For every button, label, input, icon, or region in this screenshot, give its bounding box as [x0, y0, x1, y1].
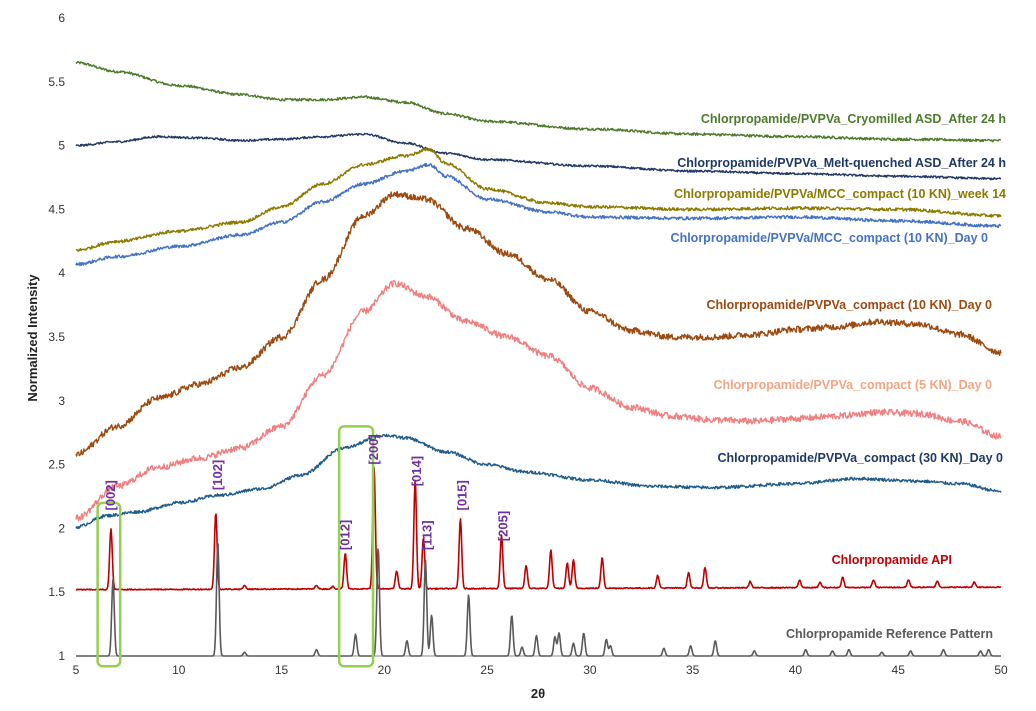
- series-line: [75, 279, 1002, 522]
- series-label: Chlorpropamide/PVPVa/MCC_compact (10 KN)…: [674, 187, 1006, 201]
- peak-label: [113]: [420, 520, 435, 550]
- series-label: Chlorpropamide/PVPVa_compact (10 KN)_Day…: [706, 298, 992, 312]
- y-tick-label: 1: [58, 649, 65, 663]
- y-tick-label: 1.5: [48, 585, 65, 599]
- series-label: Chlorpropamide/PVPVa_Melt-quenched ASD_A…: [677, 156, 1006, 170]
- series-line: [75, 433, 1002, 530]
- series-label: Chlorpropamide Reference Pattern: [786, 627, 993, 641]
- y-tick-label: 6: [58, 11, 65, 25]
- peak-label: [205]: [496, 511, 511, 541]
- x-tick-label: 45: [892, 663, 906, 677]
- peak-label: [015]: [454, 480, 469, 510]
- peak-label: [014]: [409, 456, 424, 486]
- series-label: Chlorpropamide/PVPVa/MCC_compact (10 KN)…: [671, 231, 988, 245]
- x-axis-title: 2θ: [531, 686, 545, 701]
- series-line: [75, 543, 1002, 657]
- series-line: [75, 190, 1002, 457]
- series-layer: [75, 60, 1002, 657]
- y-tick-label: 5: [58, 139, 65, 153]
- y-tick-label: 4.5: [48, 202, 65, 216]
- series-line: [75, 147, 1002, 252]
- y-tick-label: 5.5: [48, 75, 65, 89]
- x-tick-label: 25: [480, 663, 494, 677]
- highlight-box: [96, 501, 122, 668]
- series-label: Chlorpropamide/PVPVa_compact (5 KN)_Day …: [713, 378, 992, 392]
- series-line: [75, 466, 1002, 591]
- peak-label: [102]: [210, 460, 225, 490]
- x-tick-label: 10: [172, 663, 186, 677]
- x-tick-label: 50: [994, 663, 1008, 677]
- peak-label: [200]: [366, 434, 381, 464]
- peak-labels: [002] [102] [012] [200] [014] [113] [015] [205]: [103, 434, 511, 550]
- series-label: Chlorpropamide/PVPVa_Cryomilled ASD_Afte…: [701, 112, 1006, 126]
- highlight-boxes: [96, 425, 375, 668]
- y-tick-label: 3: [58, 394, 65, 408]
- axes: 5 10 15 20 25 30 35 40 45 50 1 1.5 2 2.5 3 3.5 4 4.5 5 5.5 6: [48, 11, 1008, 677]
- y-tick-label: 2.5: [48, 458, 65, 472]
- series-label: Chlorpropamide API: [832, 553, 952, 567]
- y-tick-label: 2: [58, 521, 65, 535]
- series-label: Chlorpropamide/PVPVa_compact (30 KN)_Day…: [717, 451, 1003, 465]
- peak-label: [012]: [337, 520, 352, 550]
- peak-label: [002]: [103, 480, 118, 510]
- x-tick-label: 40: [789, 663, 803, 677]
- y-axis-title: Normalized Intensity: [25, 274, 40, 402]
- series-line: [75, 132, 1002, 181]
- y-tick-label: 4: [58, 266, 65, 280]
- x-tick-label: 35: [686, 663, 700, 677]
- highlight-box: [337, 425, 375, 668]
- x-tick-label: 15: [275, 663, 289, 677]
- y-tick-label: 3.5: [48, 330, 65, 344]
- series-line: [75, 60, 1002, 143]
- series-labels: Chlorpropamide/PVPVa_Cryomilled ASD_Afte…: [671, 112, 1006, 641]
- x-tick-label: 30: [583, 663, 597, 677]
- x-tick-label: 5: [73, 663, 80, 677]
- series-line: [75, 162, 1002, 267]
- x-tick-label: 20: [378, 663, 392, 677]
